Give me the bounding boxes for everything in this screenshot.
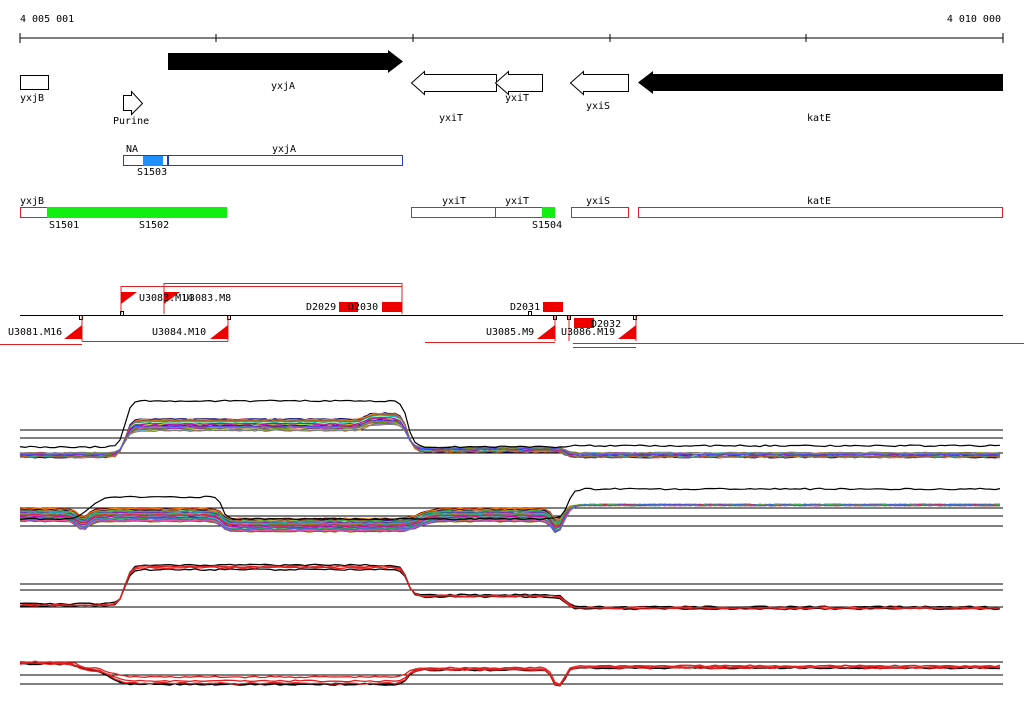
d2032-box[interactable] (574, 318, 594, 328)
red-yxjB-box[interactable] (20, 207, 48, 218)
red-yxiT-1-box[interactable] (411, 207, 496, 218)
s1502-label: S1502 (139, 220, 169, 231)
u3084-m10-marker[interactable] (210, 325, 228, 339)
gene-yxjB-label: yxjB (20, 93, 44, 104)
gene-yxiS-arrow[interactable] (569, 70, 629, 96)
d2029-label: D2029 (306, 302, 336, 313)
gene-yxjA-label: yxjA (271, 81, 295, 92)
coordinate-ruler: 4 005 001 4 010 000 (19, 14, 1004, 43)
red-yxiT-2-label: yxiT (505, 196, 529, 207)
purine-riboswitch-arrow[interactable] (123, 90, 144, 116)
red-yxiS-label: yxiS (586, 196, 610, 207)
gene-katE-arrow[interactable] (638, 71, 1003, 94)
purine-label: Purine (113, 116, 149, 127)
d2032-label: D2032 (591, 319, 621, 330)
u3081-m16-label: U3081.M16 (8, 327, 62, 338)
red-yxiT-1-label: yxiT (442, 196, 466, 207)
gene-katE-label: katE (807, 113, 831, 124)
gene-yxiT-1-label: yxiT (439, 113, 463, 124)
gene-yxjB[interactable] (20, 75, 49, 90)
blue-s1503-fill[interactable] (143, 156, 163, 166)
u3085-m9-marker[interactable] (537, 325, 555, 339)
red-yxjB-label: yxjB (20, 196, 44, 207)
u3083-m14-marker[interactable] (121, 292, 137, 304)
u3086-m19-label: U3086.M19 (561, 327, 615, 338)
d2030-box[interactable] (382, 302, 402, 312)
gene-yxjA-arrow[interactable] (168, 50, 403, 73)
expression-profiles (19, 399, 1003, 687)
u3083-m8-marker[interactable] (164, 292, 180, 304)
d2030-label: D2030 (348, 302, 378, 313)
red-yxiT-2-box[interactable] (495, 207, 543, 218)
u3084-m10-label: U3084.M10 (152, 327, 206, 338)
blue-na-label: NA (126, 144, 138, 155)
gene-yxiS-label: yxiS (586, 101, 610, 112)
blue-yxjA-label: yxjA (272, 144, 296, 155)
s1504-label: S1504 (532, 220, 562, 231)
gene-yxiT-arrow-1[interactable] (410, 70, 497, 96)
ruler-end-label: 4 010 000 (947, 14, 1001, 25)
u3081-m16-marker[interactable] (64, 325, 82, 339)
red-yxiS-box[interactable] (571, 207, 629, 218)
gene-yxiT-arrow-2[interactable] (494, 70, 543, 96)
blue-s1503-label: S1503 (137, 167, 167, 178)
u3083-m14-label: U3083.M14 (139, 293, 193, 304)
d2029-box[interactable] (339, 302, 358, 312)
blue-transcript-track: NA yxjA S1503 (123, 144, 403, 178)
u3085-m9-label: U3085.M9 (486, 327, 534, 338)
green-s1504-fill[interactable] (542, 207, 555, 218)
green-s1501-s1502-fill[interactable] (47, 207, 227, 218)
d2031-label: D2031 (510, 302, 540, 313)
ruler-start-label: 4 005 001 (20, 14, 74, 25)
red-katE-label: katE (807, 196, 831, 207)
d2031-box[interactable] (543, 302, 563, 312)
gene-track: yxjB Purine yxjA yxiT yxiT yxiS katE (20, 50, 1003, 127)
u3086-m19-marker[interactable] (618, 325, 636, 339)
gene-yxiT-2-label: yxiT (505, 93, 529, 104)
red-transcript-track: yxjB yxiT yxiT yxiS katE S1501 S1502 S15… (20, 196, 1003, 231)
red-katE-box[interactable] (638, 207, 1003, 218)
blue-yxjA-box[interactable] (168, 155, 403, 166)
s1501-label: S1501 (49, 220, 79, 231)
segmentation-track: U3083.M14 U3083.M8 D2029 D2030 D2031 D20… (0, 283, 1024, 348)
u3083-m8-label: U3083.M8 (183, 293, 231, 304)
